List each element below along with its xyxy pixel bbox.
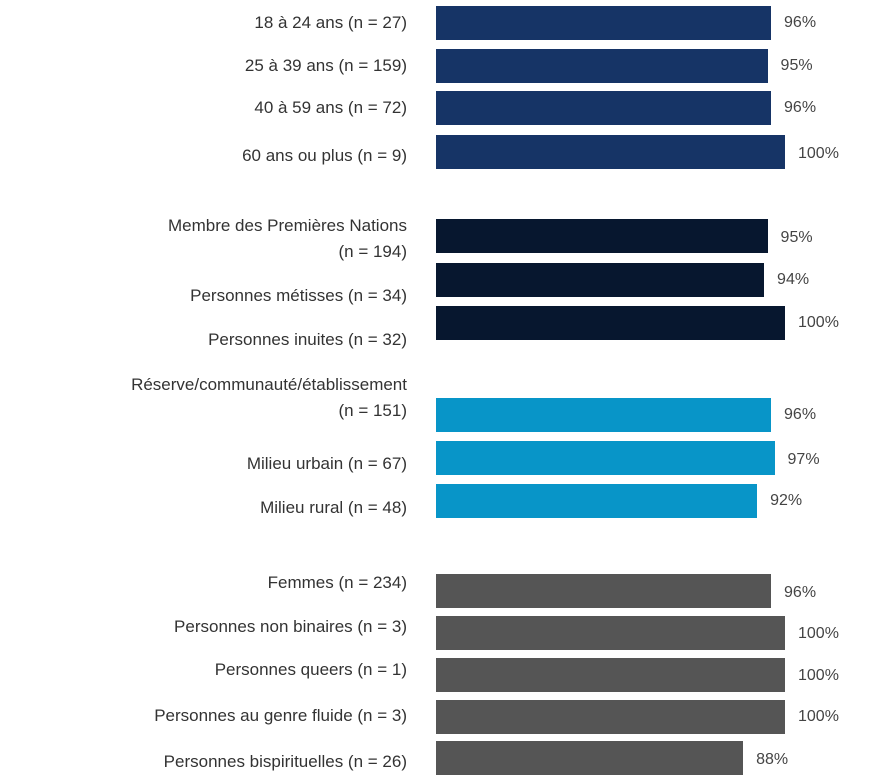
value-label: 92%: [770, 492, 803, 509]
value-label: 100%: [798, 667, 839, 684]
value-label: 96%: [784, 14, 817, 31]
category-label: Personnes non binaires (n = 3): [174, 617, 407, 636]
bar: [436, 263, 765, 297]
category-label: Membre des Premières Nations (n = 194): [167, 216, 407, 261]
category-label: 25 à 39 ans (n = 159): [244, 56, 407, 75]
value-label: 100%: [798, 708, 839, 725]
bar: [436, 398, 772, 432]
bar: [436, 484, 758, 518]
category-label: Personnes inuites (n = 32): [208, 330, 407, 349]
category-label: 60 ans ou plus (n = 9): [242, 146, 407, 165]
category-label: Réserve/communauté/établissement (n = 15…: [131, 375, 407, 420]
category-label: Milieu urbain (n = 67): [246, 454, 407, 473]
bar: [436, 49, 768, 83]
category-label: 40 à 59 ans (n = 72): [254, 98, 407, 117]
value-label: 94%: [777, 271, 810, 288]
bar: [436, 574, 772, 608]
value-label: 100%: [798, 145, 839, 162]
bar: [436, 616, 785, 650]
category-label: Personnes bispirituelles (n = 26): [163, 752, 407, 771]
value-label: 97%: [787, 451, 820, 468]
value-label: 96%: [784, 584, 817, 601]
category-label: Personnes queers (n = 1): [214, 660, 407, 679]
bar: [436, 219, 768, 253]
bar: [436, 135, 785, 169]
value-label: 88%: [756, 751, 789, 768]
category-label: Personnes au genre fluide (n = 3): [154, 706, 407, 725]
value-label: 96%: [784, 99, 817, 116]
bar: [436, 91, 772, 125]
value-label: 95%: [780, 229, 813, 246]
bar: [436, 700, 785, 734]
bar: [436, 741, 744, 775]
value-label: 100%: [798, 314, 839, 331]
category-label: Milieu rural (n = 48): [260, 498, 407, 517]
value-label: 96%: [784, 406, 817, 423]
bar: [436, 441, 775, 475]
bar: [436, 306, 785, 340]
category-label: Femmes (n = 234): [267, 573, 407, 592]
value-label: 100%: [798, 625, 839, 642]
category-label: 18 à 24 ans (n = 27): [254, 13, 407, 32]
value-label: 95%: [780, 57, 813, 74]
bar: [436, 6, 772, 40]
bar: [436, 658, 785, 692]
category-label: Personnes métisses (n = 34): [190, 286, 407, 305]
